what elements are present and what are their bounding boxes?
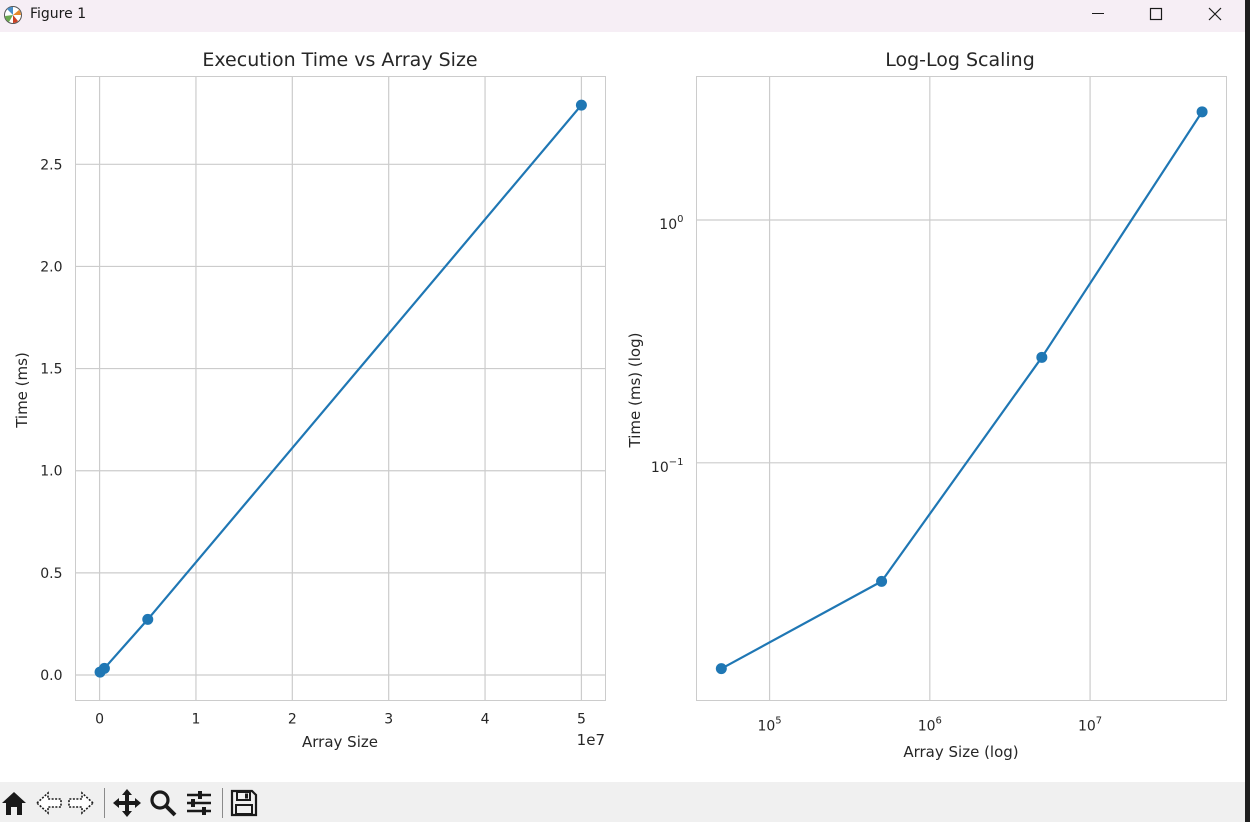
maximize-button[interactable]	[1127, 0, 1185, 30]
data-point	[1196, 106, 1208, 118]
chart-title: Execution Time vs Array Size	[202, 49, 477, 71]
y-tick-label: 2.0	[40, 259, 62, 275]
close-button[interactable]	[1186, 0, 1244, 30]
data-point	[575, 99, 587, 111]
zoom-icon[interactable]	[148, 788, 178, 818]
y-tick-label: 0.0	[40, 668, 62, 684]
navigation-toolbar	[0, 782, 1250, 822]
data-point	[142, 613, 154, 625]
x-tick-label: 106	[918, 716, 942, 735]
minimize-icon	[1092, 13, 1104, 14]
x-tick-label: 0	[95, 712, 104, 728]
close-icon	[1208, 7, 1222, 21]
toolbar-separator	[222, 788, 223, 818]
background-window-edge	[1245, 0, 1250, 822]
window-titlebar: Figure 1	[0, 0, 1250, 32]
y-tick-label: 1.5	[40, 362, 62, 378]
x-axis-label: Array Size (log)	[903, 743, 1018, 761]
axes-linear: 0 1 2 3 4 5 0.0 0.5 1.0 1.5 2.0 2.5 Execution Time …	[13, 49, 606, 751]
data-point	[1036, 351, 1048, 363]
x-offset-label: 1e7	[577, 731, 605, 749]
series-line	[720, 111, 1204, 670]
home-icon[interactable]	[0, 788, 30, 818]
matplotlib-logo-icon	[4, 6, 22, 24]
back-arrow-icon[interactable]	[34, 788, 64, 818]
data-point	[876, 575, 888, 587]
y-tick-label: 0.5	[40, 566, 62, 582]
y-tick-label: 100	[659, 214, 683, 233]
y-tick-label: 1.0	[40, 464, 62, 480]
data-point	[98, 662, 110, 674]
x-tick-label: 105	[757, 716, 781, 735]
configure-subplots-icon[interactable]	[184, 788, 214, 818]
y-axis-label: Time (ms)	[13, 352, 31, 429]
figure-plots: 0 1 2 3 4 5 0.0 0.5 1.0 1.5 2.0 2.5 Execution Time …	[13, 49, 1227, 761]
axes-frame	[696, 76, 1227, 701]
y-tick-label: 2.5	[40, 157, 62, 173]
pan-icon[interactable]	[112, 788, 142, 818]
x-tick-label: 4	[481, 712, 490, 728]
chart-title: Log-Log Scaling	[885, 49, 1035, 71]
x-tick-label: 5	[577, 712, 586, 728]
x-tick-label: 1	[191, 712, 200, 728]
y-axis-label: Time (ms) (log)	[626, 333, 644, 449]
figure-canvas[interactable]: 0 1 2 3 4 5 0.0 0.5 1.0 1.5 2.0 2.5 Execution Time …	[0, 32, 1250, 782]
toolbar-separator	[104, 788, 105, 818]
save-icon[interactable]	[229, 788, 259, 818]
forward-arrow-icon[interactable]	[66, 788, 96, 818]
x-tick-label: 2	[288, 712, 297, 728]
x-tick-label: 107	[1078, 716, 1102, 735]
x-axis-label: Array Size	[302, 733, 378, 751]
minimize-button[interactable]	[1069, 0, 1127, 30]
window-title: Figure 1	[30, 6, 87, 22]
y-tick-label: 10−1	[651, 457, 684, 476]
data-point	[715, 663, 727, 675]
maximize-icon	[1149, 7, 1163, 21]
x-tick-label: 3	[384, 712, 393, 728]
axes-loglog: 105 106 107 10−1 100 Log-Log Scaling Array S…	[626, 49, 1227, 761]
